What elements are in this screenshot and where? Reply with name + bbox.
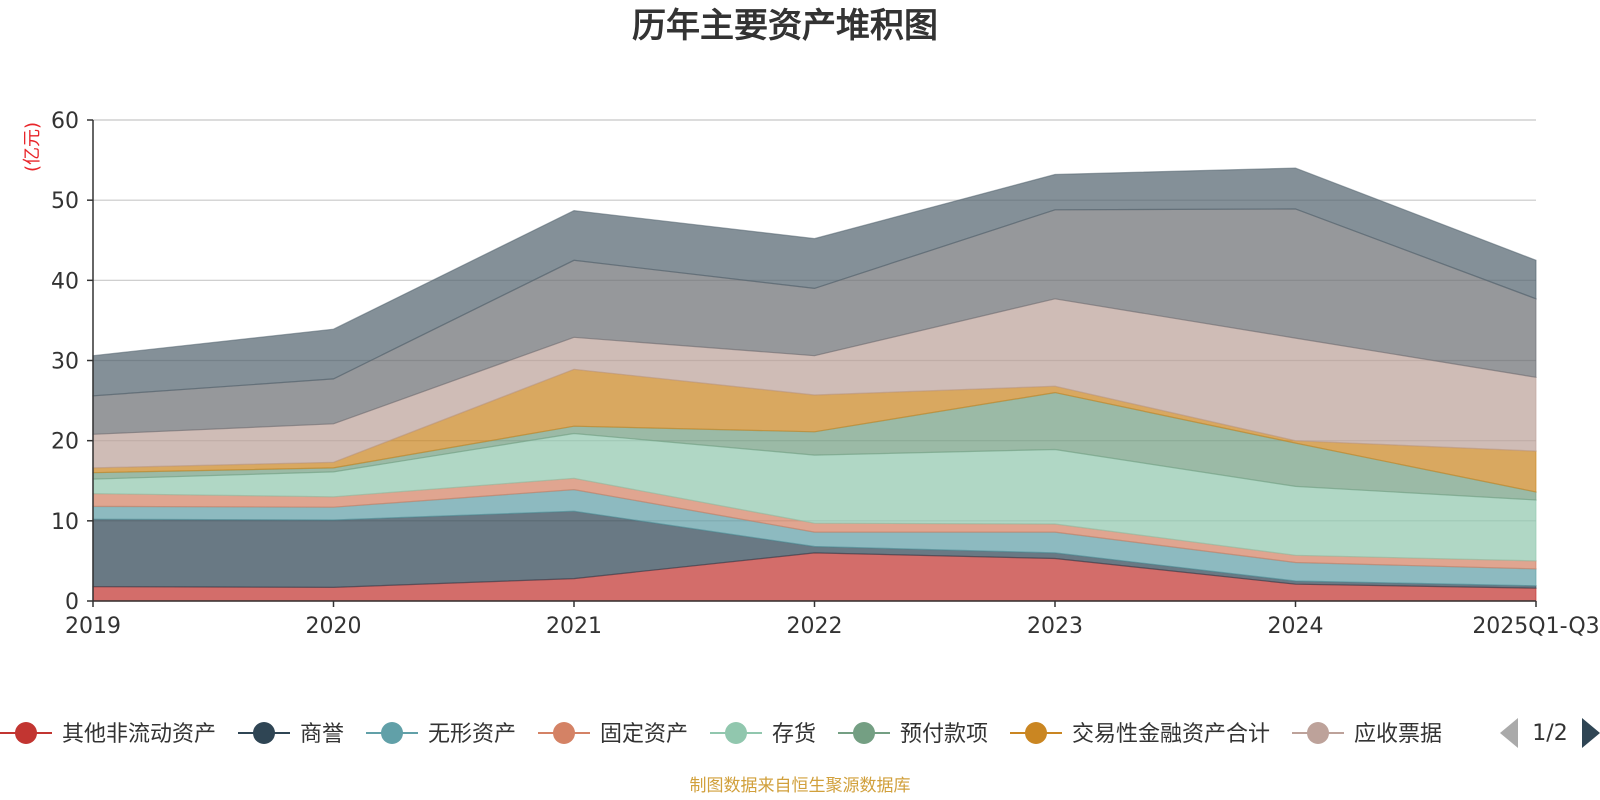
- legend[interactable]: 其他非流动资产 商誉 无形资产 固定资产 存货 预付款项 交易性金融资产合计 应收票据: [0, 722, 1442, 747]
- legend-item-6[interactable]: 预付款项: [838, 722, 988, 747]
- y-tick-label: 60: [51, 109, 79, 134]
- x-tick-label: 2022: [787, 614, 843, 639]
- legend-next-page-icon[interactable]: [1582, 718, 1600, 748]
- legend-label: 商誉: [300, 722, 344, 747]
- axes: 0 10 20 30 40 50 60 2019 2020 2021 2022 2023 2024 202…: [51, 109, 1600, 639]
- legend-marker-icon: [725, 722, 747, 744]
- legend-label: 其他非流动资产: [62, 722, 216, 747]
- legend-marker-icon: [1307, 722, 1329, 744]
- y-tick-label: 0: [65, 590, 79, 615]
- y-tick-label: 20: [51, 430, 79, 455]
- legend-item-4[interactable]: 固定资产: [538, 722, 688, 747]
- legend-page-indicator: 1/2: [1532, 721, 1567, 746]
- area-series[interactable]: [92, 167, 1537, 602]
- legend-prev-page-icon[interactable]: [1500, 718, 1518, 748]
- y-tick-label: 50: [51, 189, 79, 214]
- x-tick-label: 2021: [546, 614, 602, 639]
- legend-item-8[interactable]: 应收票据: [1292, 722, 1442, 747]
- area-series-10[interactable]: [92, 167, 1537, 397]
- legend-label: 预付款项: [900, 722, 988, 747]
- data-source-note: 制图数据来自恒生聚源数据库: [690, 776, 911, 796]
- chart-title: 历年主要资产堆积图: [632, 6, 938, 46]
- y-tick-label: 40: [51, 269, 79, 294]
- x-tick-label: 2023: [1027, 614, 1083, 639]
- legend-marker-icon: [15, 722, 37, 744]
- legend-label: 应收票据: [1354, 722, 1442, 747]
- legend-item-2[interactable]: 商誉: [238, 722, 344, 747]
- legend-marker-icon: [253, 722, 275, 744]
- legend-marker-icon: [553, 722, 575, 744]
- legend-pager[interactable]: 1/2: [1500, 718, 1600, 748]
- legend-item-5[interactable]: 存货: [710, 722, 816, 747]
- y-axis-unit: (亿元): [22, 122, 43, 172]
- legend-item-3[interactable]: 无形资产: [366, 722, 516, 747]
- y-tick-label: 10: [51, 510, 79, 535]
- legend-label: 固定资产: [600, 722, 688, 747]
- legend-label: 存货: [772, 722, 816, 747]
- legend-label: 交易性金融资产合计: [1072, 722, 1270, 747]
- legend-label: 无形资产: [428, 722, 516, 747]
- legend-marker-icon: [1025, 722, 1047, 744]
- legend-item-1[interactable]: 其他非流动资产: [0, 722, 216, 747]
- legend-item-7[interactable]: 交易性金融资产合计: [1010, 722, 1270, 747]
- x-tick-label: 2024: [1268, 614, 1324, 639]
- legend-marker-icon: [853, 722, 875, 744]
- y-tick-label: 30: [51, 350, 79, 375]
- x-tick-label: 2019: [65, 614, 121, 639]
- x-tick-label: 2025Q1-Q3: [1472, 614, 1599, 639]
- x-tick-label: 2020: [306, 614, 362, 639]
- legend-marker-icon: [381, 722, 403, 744]
